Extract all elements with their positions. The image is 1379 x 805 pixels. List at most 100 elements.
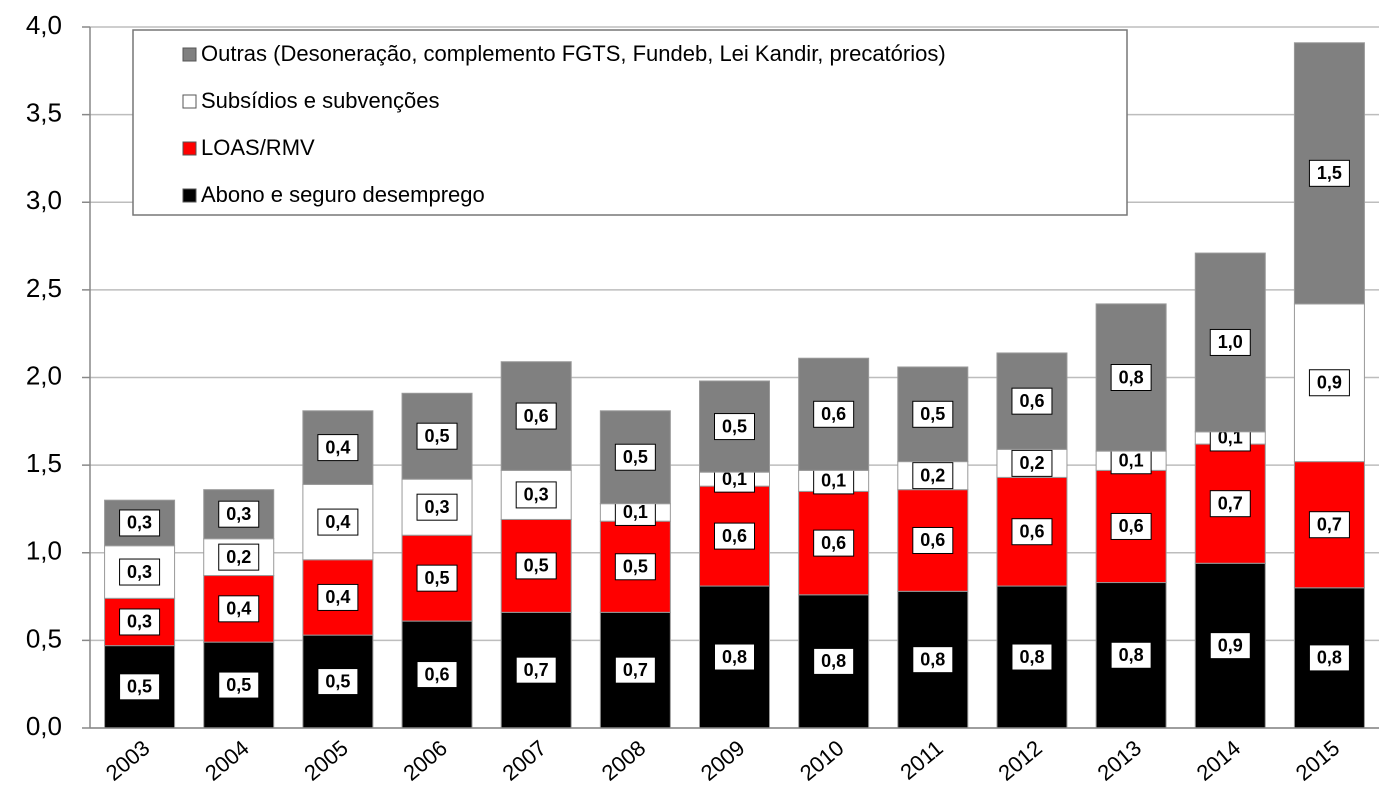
value-label-box — [1209, 632, 1251, 660]
value-label-box — [813, 467, 855, 495]
y-tick-label: 0,0 — [26, 711, 62, 741]
value-label-box — [218, 543, 260, 571]
value-label: 0,2 — [226, 547, 251, 567]
legend-swatch — [182, 94, 197, 109]
value-label: 0,7 — [623, 660, 648, 680]
value-label: 0,9 — [1218, 635, 1243, 655]
value-label: 0,7 — [524, 660, 549, 680]
value-label-box — [1308, 644, 1350, 672]
y-tick-label: 3,0 — [26, 185, 62, 215]
value-label: 0,5 — [524, 556, 549, 576]
value-label: 0,2 — [1019, 453, 1044, 473]
value-label-box — [1110, 641, 1152, 669]
value-label: 0,8 — [920, 649, 945, 669]
value-label: 0,3 — [127, 612, 152, 632]
value-label: 0,6 — [920, 530, 945, 550]
value-label-box — [912, 462, 954, 490]
value-label: 0,6 — [722, 526, 747, 546]
x-tick-label: 2009 — [696, 735, 750, 786]
value-label-box — [1110, 512, 1152, 540]
legend-swatch — [182, 47, 197, 62]
value-label: 0,6 — [821, 404, 846, 424]
value-label: 0,4 — [325, 437, 350, 457]
value-label: 0,3 — [127, 562, 152, 582]
value-label: 0,6 — [1019, 391, 1044, 411]
value-label-box — [416, 564, 458, 592]
value-label-box — [1110, 364, 1152, 391]
value-label-box — [813, 529, 855, 557]
value-label: 0,5 — [425, 426, 450, 446]
value-label-box — [813, 400, 855, 428]
value-label: 0,8 — [722, 647, 747, 667]
value-label: 0,3 — [226, 504, 251, 524]
value-label: 0,7 — [1317, 514, 1342, 534]
value-label: 0,4 — [325, 512, 350, 532]
value-label-box — [416, 493, 458, 521]
value-label-box — [912, 526, 954, 554]
value-label-box — [515, 552, 557, 580]
x-tick-label: 2014 — [1192, 735, 1246, 786]
x-tick-label: 2008 — [597, 735, 651, 786]
value-label: 0,6 — [821, 533, 846, 553]
value-label: 0,4 — [226, 599, 251, 619]
legend-label: Outras (Desoneração, complemento FGTS, F… — [201, 41, 946, 66]
value-label: 0,8 — [1019, 647, 1044, 667]
value-label-box — [1308, 511, 1350, 539]
value-label: 0,5 — [127, 677, 152, 697]
value-label-box — [515, 402, 557, 430]
value-label-box — [1011, 518, 1053, 546]
value-label-box — [317, 583, 359, 611]
value-label: 0,1 — [1119, 450, 1144, 470]
value-label-box — [1209, 490, 1251, 518]
value-label-box — [317, 434, 359, 462]
value-label: 0,8 — [1317, 648, 1342, 668]
value-label-box — [614, 656, 656, 684]
bar-segment — [1293, 303, 1365, 463]
value-label-box — [614, 443, 656, 471]
value-label: 0,2 — [920, 465, 945, 485]
y-tick-label: 1,0 — [26, 536, 62, 566]
value-label: 0,5 — [226, 675, 251, 695]
value-label: 0,7 — [1218, 493, 1243, 513]
y-tick-label: 3,5 — [26, 98, 62, 128]
value-label-box — [218, 500, 260, 528]
legend-swatch — [182, 188, 197, 203]
value-label-box — [119, 673, 161, 701]
x-tick-label: 2003 — [101, 735, 155, 786]
x-tick-label: 2015 — [1291, 735, 1345, 786]
y-tick-label: 1,5 — [26, 448, 62, 478]
legend-swatch — [182, 141, 197, 156]
value-label-box — [714, 643, 755, 671]
value-label: 0,5 — [325, 671, 350, 691]
value-label: 0,5 — [623, 557, 648, 577]
value-label-box — [416, 422, 458, 450]
value-label: 0,1 — [821, 471, 846, 491]
value-label-box — [714, 522, 755, 550]
value-label: 0,6 — [1019, 521, 1044, 541]
value-label: 0,1 — [1218, 428, 1243, 448]
value-label-box — [218, 595, 260, 623]
value-label: 0,6 — [425, 664, 450, 684]
value-label: 0,1 — [623, 502, 648, 522]
legend-label: Subsídios e subvenções — [201, 88, 440, 113]
value-label: 0,4 — [325, 587, 350, 607]
value-label-box — [119, 509, 161, 537]
y-tick-label: 4,0 — [26, 10, 62, 40]
value-label-box — [119, 608, 161, 636]
y-tick-label: 0,5 — [26, 623, 62, 653]
value-label-box — [1011, 643, 1053, 671]
value-label: 0,8 — [1119, 645, 1144, 665]
value-label: 0,8 — [821, 651, 846, 671]
value-label: 0,3 — [524, 485, 549, 505]
value-label-box — [714, 413, 755, 441]
legend-label: Abono e seguro desemprego — [201, 182, 485, 207]
value-label-box — [317, 668, 359, 696]
value-label: 1,0 — [1218, 332, 1243, 352]
value-label-box — [218, 671, 260, 699]
value-label-box — [515, 656, 557, 684]
value-label-box — [416, 661, 458, 689]
bar-segment — [500, 361, 572, 471]
value-label: 0,5 — [920, 404, 945, 424]
value-label-box — [119, 558, 161, 586]
value-label: 0,8 — [1119, 367, 1144, 387]
